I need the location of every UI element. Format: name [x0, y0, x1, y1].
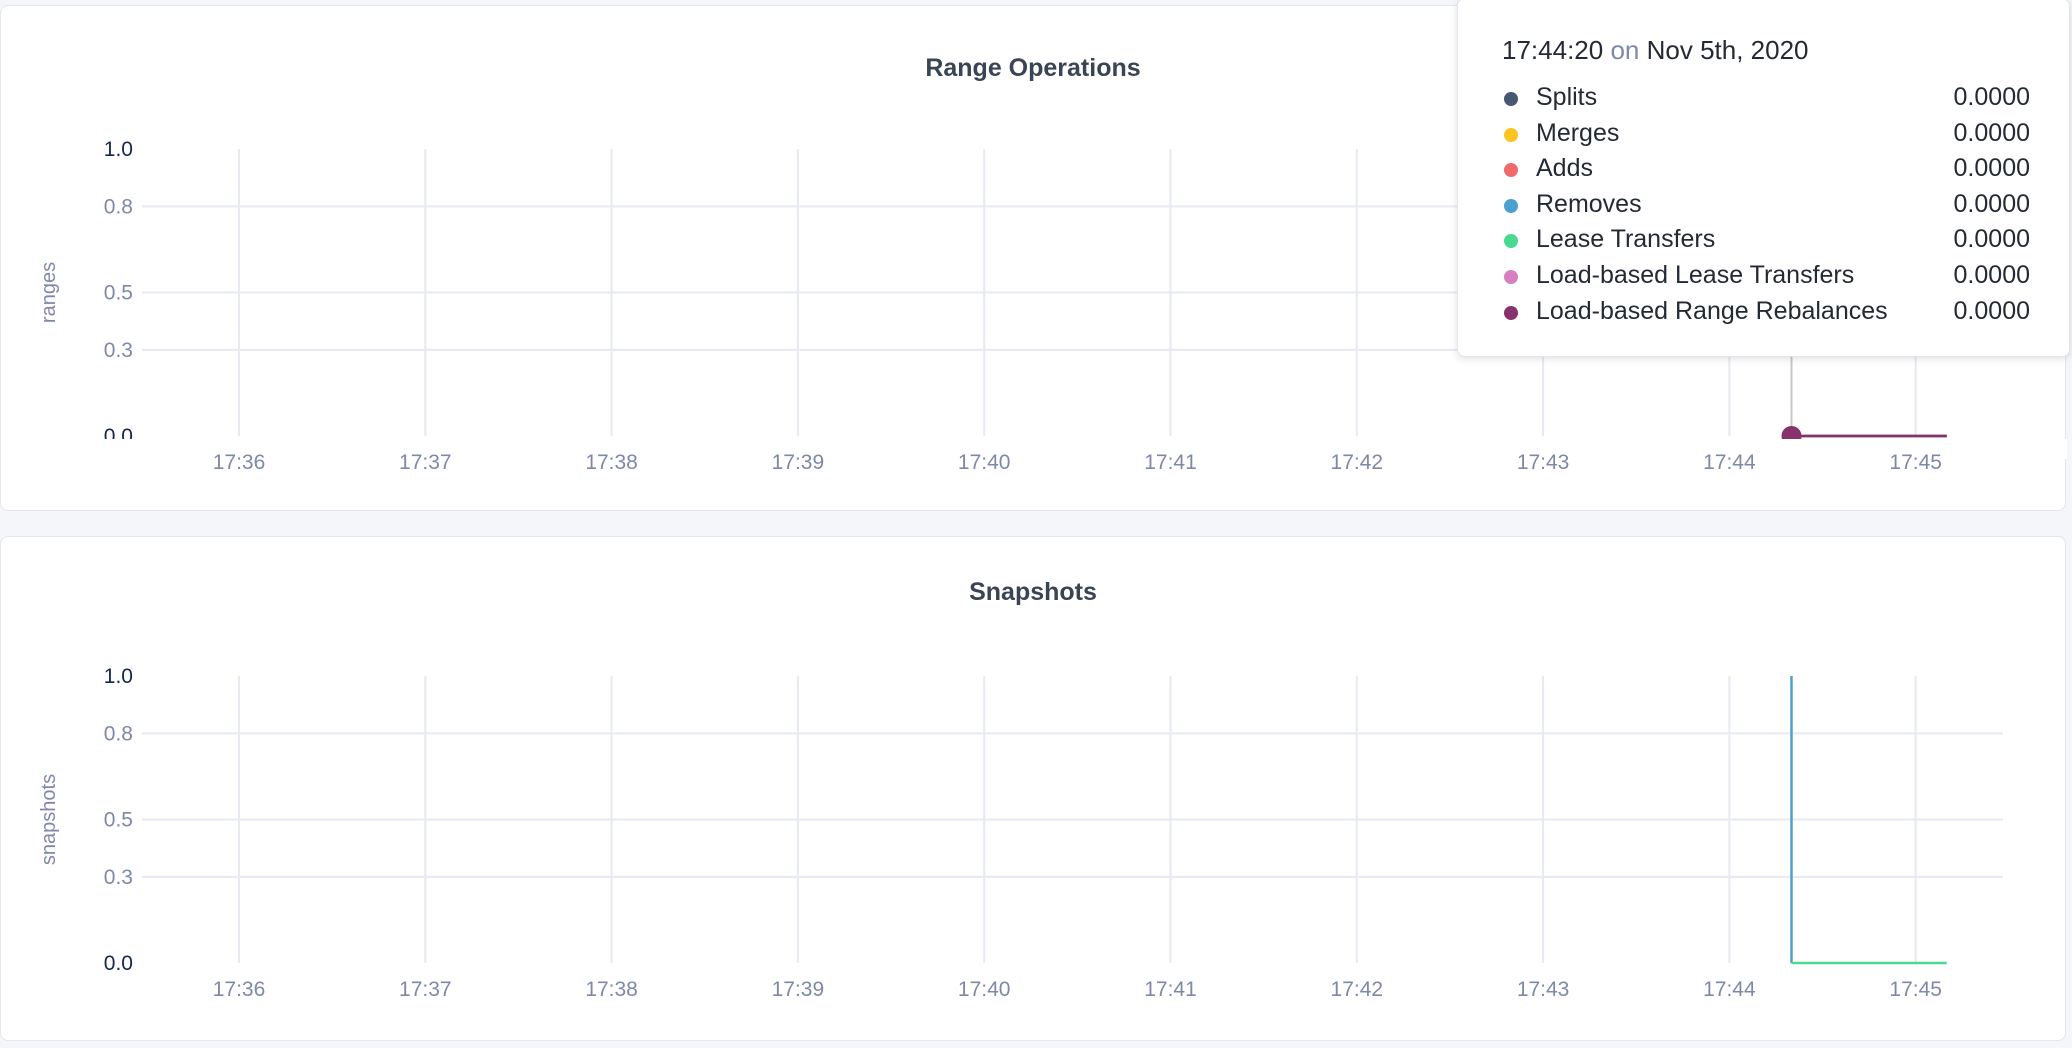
x-tick-label: 17:37: [399, 451, 452, 474]
tooltip-row: Splits 0.0000: [1502, 81, 2030, 115]
series-color-dot: [1504, 92, 1518, 106]
tooltip-row: Load-based Range Rebalances 0.0000: [1502, 295, 2030, 329]
x-tick-label: 17:45: [1889, 451, 1942, 474]
tooltip-row: Load-based Lease Transfers 0.0000: [1502, 259, 2030, 293]
y-tick-label: 0.0: [104, 952, 133, 975]
tooltip-row: Merges 0.0000: [1502, 117, 2030, 151]
tooltip-time: 17:44:20: [1502, 35, 1604, 65]
y-tick-label: 1.0: [104, 665, 133, 688]
snapshots-panel: Snapshots 0.0 0.3 0.5 0.8 1.0 17:36 17:37 17:38…: [0, 536, 2066, 1041]
hover-tooltip: 17:44:20 on Nov 5th, 2020 Splits 0.0000 Me…: [1457, 0, 2070, 357]
x-tick-label: 17:41: [1144, 978, 1197, 1001]
y-axis-label: ranges: [38, 262, 60, 323]
series-value: 0.0000: [1953, 118, 2030, 147]
tooltip-on: on: [1610, 35, 1640, 65]
x-tick-label: 17:42: [1331, 978, 1384, 1001]
series-name: Load-based Range Rebalances: [1536, 296, 1888, 325]
tooltip-row: Removes 0.0000: [1502, 188, 2030, 222]
x-tick-label: 17:39: [772, 978, 825, 1001]
series-value: 0.0000: [1953, 225, 2030, 254]
x-tick-label: 17:45: [1889, 978, 1942, 1001]
plot-clip: [1, 439, 2067, 459]
series-color-dot: [1504, 270, 1518, 284]
x-tick-label: 17:38: [585, 451, 638, 474]
y-tick-label: 0.3: [104, 866, 133, 889]
chart-title: Range Operations: [925, 54, 1141, 82]
series-value: 0.0000: [1953, 83, 2030, 111]
x-tick-label: 17:43: [1517, 978, 1570, 1001]
x-tick-label: 17:44: [1703, 978, 1756, 1001]
series-value: 0.0000: [1953, 189, 2030, 218]
x-tick-label: 17:37: [399, 978, 452, 1001]
y-tick-label: 0.5: [104, 282, 133, 305]
series-name: Lease Transfers: [1536, 225, 1716, 254]
series-value: 0.0000: [1953, 261, 2030, 289]
x-tick-label: 17:41: [1144, 451, 1197, 474]
y-tick-label: 0.8: [104, 195, 133, 218]
series-name: Load-based Lease Transfers: [1536, 261, 1855, 289]
tooltip-timestamp: 17:44:20 on Nov 5th, 2020: [1502, 35, 1809, 66]
y-tick-label: 1.0: [104, 138, 133, 161]
series-value: 0.0000: [1953, 296, 2030, 325]
x-tick-label: 17:36: [213, 451, 266, 474]
series-color-dot: [1504, 198, 1518, 213]
x-tick-label: 17:38: [585, 978, 638, 1001]
tooltip-date: Nov 5th, 2020: [1646, 35, 1809, 65]
x-tick-label: 17:39: [772, 451, 825, 474]
series-color-dot: [1504, 305, 1518, 320]
series-value: 0.0000: [1953, 154, 2030, 183]
x-tick-label: 17:44: [1703, 451, 1756, 474]
tooltip-row: Adds 0.0000: [1502, 152, 2030, 186]
series-name: Removes: [1536, 189, 1642, 218]
x-tick-label: 17:40: [958, 978, 1011, 1001]
tooltip-row: Lease Transfers 0.0000: [1502, 223, 2030, 257]
y-tick-label: 0.3: [104, 339, 133, 362]
range-operations-panel: Range Operations 0.0 0.3 0.5 0.8 1.0 ranges 17…: [0, 0, 2070, 511]
y-tick-label: 0.5: [104, 809, 133, 832]
series-name: Adds: [1536, 154, 1593, 183]
x-tick-label: 17:40: [958, 451, 1011, 474]
snapshots-chart[interactable]: 0.0 0.3 0.5 0.8 1.0 17:36 17:37 17:38 17:39 17:40…: [1, 537, 2067, 1042]
chart-title: Snapshots: [969, 578, 1097, 606]
y-tick-label: 0.8: [104, 722, 133, 745]
series-color-dot: [1504, 127, 1518, 142]
series-color-dot: [1504, 234, 1518, 249]
x-tick-label: 17:43: [1517, 451, 1570, 474]
x-tick-label: 17:36: [213, 978, 266, 1001]
series-name: Merges: [1536, 118, 1620, 147]
series-name: Splits: [1536, 83, 1598, 111]
x-tick-label: 17:42: [1331, 451, 1384, 474]
y-axis-label: snapshots: [38, 774, 60, 865]
series-color-dot: [1504, 163, 1518, 178]
